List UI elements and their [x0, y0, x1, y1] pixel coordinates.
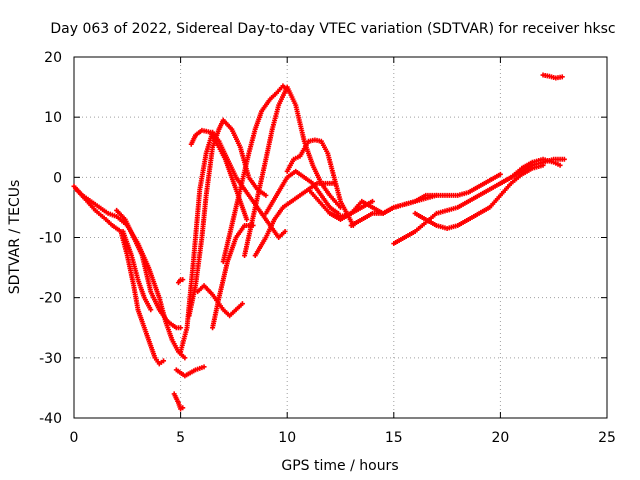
data-point [180, 405, 186, 411]
data-point [182, 355, 188, 361]
y-tick-label: -30 [39, 351, 62, 367]
axis-ticks: 0 5 10 15 20 25 -40 -30 -20 -10 0 10 20 [39, 50, 616, 446]
series-arc-g [175, 277, 186, 286]
data-point [561, 156, 567, 162]
data-point [180, 277, 186, 283]
series-arc-q [284, 137, 356, 228]
y-tick-label: 20 [44, 50, 62, 66]
data-point [201, 364, 207, 370]
x-tick-label: 25 [598, 430, 616, 446]
x-axis-label: GPS time / hours [281, 458, 398, 474]
data-point [282, 228, 288, 234]
y-axis-label: SDTVAR / TECUs [7, 180, 23, 295]
series-arc-i [195, 283, 245, 319]
series-arc-t [348, 171, 503, 228]
data-series [71, 72, 567, 412]
data-point [497, 171, 503, 177]
grid-lines [74, 57, 607, 418]
series-arc-p [263, 168, 341, 216]
series-arc-n [242, 84, 343, 259]
x-tick-label: 0 [70, 430, 79, 446]
series-arc-b [73, 186, 167, 367]
series-arc-e [171, 391, 186, 412]
data-point [148, 307, 154, 313]
series-arc-x [540, 72, 565, 81]
data-point [244, 216, 250, 222]
y-tick-label: -10 [39, 231, 62, 247]
data-point [239, 301, 245, 307]
series-arc-v [412, 162, 546, 231]
y-tick-label: 0 [53, 170, 62, 186]
x-tick-label: 10 [278, 430, 296, 446]
series-arc-d [120, 228, 154, 313]
data-point [540, 162, 546, 168]
series-arc-m [220, 83, 290, 265]
data-point [178, 325, 184, 331]
y-tick-label: -40 [39, 411, 62, 427]
data-point [559, 74, 565, 80]
series-arc-c [114, 207, 184, 331]
x-tick-label: 15 [385, 430, 403, 446]
data-point [369, 198, 375, 204]
x-tick-label: 20 [491, 430, 509, 446]
series-arc-w [497, 156, 563, 186]
series-arc-l [210, 222, 256, 331]
y-tick-label: -20 [39, 291, 62, 307]
plot-frame [73, 56, 608, 419]
chart-title: Day 063 of 2022, Sidereal Day-to-day VTE… [50, 21, 615, 37]
y-tick-label: 10 [44, 110, 62, 126]
data-point [557, 162, 563, 168]
data-point [263, 192, 269, 198]
series-arc-f [173, 364, 207, 379]
x-tick-label: 5 [176, 430, 185, 446]
data-point [161, 358, 167, 364]
